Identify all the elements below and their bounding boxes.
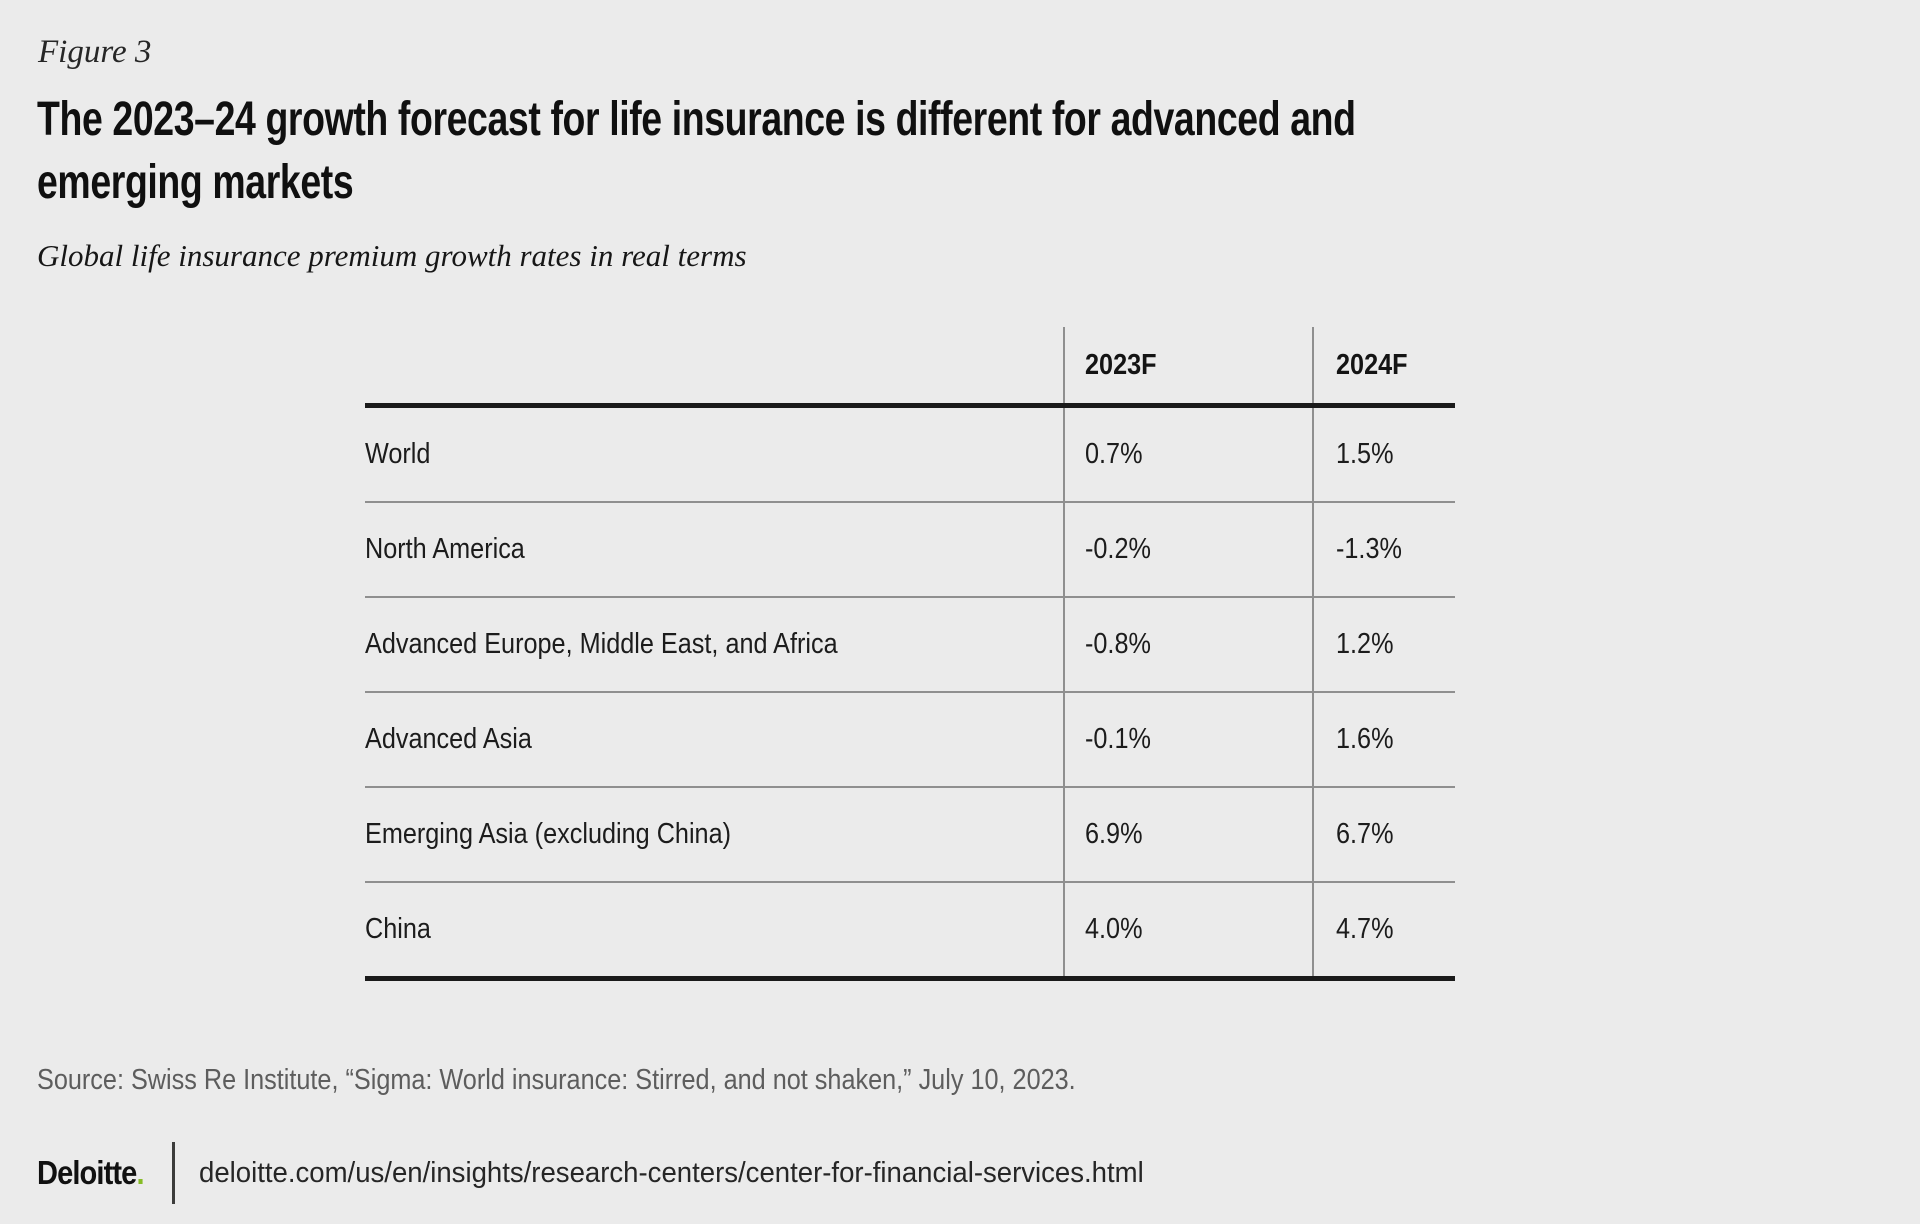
figure-subtitle: Global life insurance premium growth rat… bbox=[37, 238, 747, 273]
value-2024f-text: -1.3% bbox=[1336, 533, 1402, 565]
value-2024f: -1.3% bbox=[1312, 533, 1455, 566]
value-2023f: -0.2% bbox=[1063, 533, 1312, 566]
value-2024f: 6.7% bbox=[1312, 818, 1455, 851]
row-label: World bbox=[365, 438, 1063, 471]
value-2023f-text: -0.8% bbox=[1085, 628, 1151, 660]
row-label: Advanced Europe, Middle East, and Africa bbox=[365, 628, 1063, 661]
value-2024f-text: 1.6% bbox=[1336, 723, 1394, 755]
value-2024f-text: 6.7% bbox=[1336, 818, 1394, 850]
row-label-text: World bbox=[365, 438, 431, 470]
column-divider-2023f bbox=[1063, 327, 1065, 981]
table-row-emerging-asia: Emerging Asia (excluding China) 6.9% 6.7… bbox=[365, 788, 1455, 883]
value-2023f-text: -0.1% bbox=[1085, 723, 1151, 755]
row-label: Emerging Asia (excluding China) bbox=[365, 818, 1063, 851]
column-header-2024f-label: 2024F bbox=[1336, 348, 1408, 381]
row-label: North America bbox=[365, 533, 1063, 566]
value-2023f: 0.7% bbox=[1063, 438, 1312, 471]
value-2024f: 1.6% bbox=[1312, 723, 1455, 756]
column-header-2023f-label: 2023F bbox=[1085, 348, 1157, 381]
value-2024f-text: 4.7% bbox=[1336, 913, 1394, 945]
value-2023f: 6.9% bbox=[1063, 818, 1312, 851]
figure-label: Figure 3 bbox=[38, 34, 152, 70]
value-2023f-text: -0.2% bbox=[1085, 533, 1151, 565]
value-2024f: 1.5% bbox=[1312, 438, 1455, 471]
growth-rates-table: 2023F 2024F World 0.7% 1.5% North Americ… bbox=[365, 327, 1455, 981]
value-2023f: -0.8% bbox=[1063, 628, 1312, 661]
value-2024f-text: 1.5% bbox=[1336, 438, 1394, 470]
table-row-china: China 4.0% 4.7% bbox=[365, 883, 1455, 981]
row-label: Advanced Asia bbox=[365, 723, 1063, 756]
value-2023f-text: 4.0% bbox=[1085, 913, 1143, 945]
value-2024f: 4.7% bbox=[1312, 913, 1455, 946]
table-row-north-america: North America -0.2% -1.3% bbox=[365, 503, 1455, 598]
value-2024f-text: 1.2% bbox=[1336, 628, 1394, 660]
column-header-2023f: 2023F bbox=[1063, 349, 1312, 382]
footer-url-text: deloitte.com/us/en/insights/research-cen… bbox=[199, 1156, 1144, 1189]
value-2023f-text: 0.7% bbox=[1085, 438, 1143, 470]
column-header-2024f: 2024F bbox=[1312, 349, 1455, 382]
table-row-world: World 0.7% 1.5% bbox=[365, 408, 1455, 503]
deloitte-logo-text: Deloitte bbox=[37, 1154, 137, 1191]
source-note: Source: Swiss Re Institute, “Sigma: Worl… bbox=[37, 1064, 1231, 1097]
row-label: China bbox=[365, 913, 1063, 946]
row-label-text: Advanced Asia bbox=[365, 723, 532, 755]
figure-title: The 2023–24 growth forecast for life ins… bbox=[37, 88, 1728, 214]
table-header-row: 2023F 2024F bbox=[365, 327, 1455, 408]
deloitte-logo-green-dot: . bbox=[136, 1154, 144, 1191]
row-label-text: Advanced Europe, Middle East, and Africa bbox=[365, 628, 838, 660]
footer-divider bbox=[172, 1142, 176, 1204]
value-2023f: 4.0% bbox=[1063, 913, 1312, 946]
row-label-text: China bbox=[365, 913, 431, 945]
source-note-text: Source: Swiss Re Institute, “Sigma: Worl… bbox=[37, 1064, 1076, 1096]
table-row-advanced-asia: Advanced Asia -0.1% 1.6% bbox=[365, 693, 1455, 788]
row-label-text: Emerging Asia (excluding China) bbox=[365, 818, 732, 850]
value-2023f: -0.1% bbox=[1063, 723, 1312, 756]
table-row-advanced-emea: Advanced Europe, Middle East, and Africa… bbox=[365, 598, 1455, 693]
footer-bar: Deloitte. deloitte.com/us/en/insights/re… bbox=[37, 1142, 1194, 1204]
row-label-text: North America bbox=[365, 533, 525, 565]
value-2024f: 1.2% bbox=[1312, 628, 1455, 661]
figure-title-line1: The 2023–24 growth forecast for life ins… bbox=[37, 93, 1356, 146]
figure-title-line2: emerging markets bbox=[37, 156, 354, 209]
value-2023f-text: 6.9% bbox=[1085, 818, 1143, 850]
column-divider-2024f bbox=[1312, 327, 1314, 981]
deloitte-logo: Deloitte. bbox=[37, 1154, 145, 1192]
footer-url: deloitte.com/us/en/insights/research-cen… bbox=[199, 1157, 1193, 1190]
